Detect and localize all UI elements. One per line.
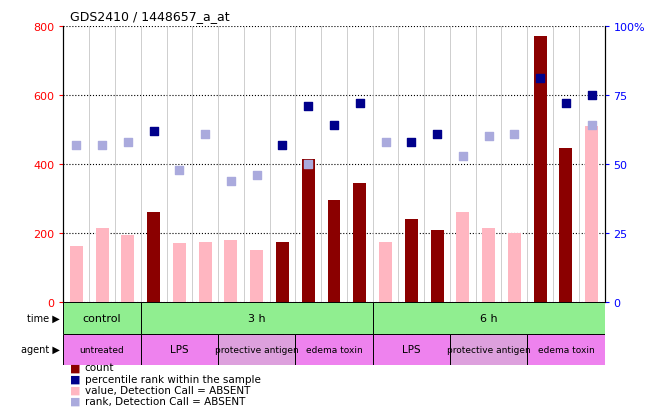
Text: GSM106407: GSM106407 — [510, 304, 519, 352]
Point — [71, 142, 81, 149]
Text: untreated: untreated — [79, 345, 124, 354]
Bar — [224, 240, 237, 302]
Bar — [456, 213, 469, 302]
Point — [432, 131, 442, 138]
Bar — [63, 302, 141, 334]
Point — [148, 128, 159, 135]
Bar — [508, 233, 521, 302]
Text: GSM106397: GSM106397 — [433, 304, 442, 352]
Bar — [276, 242, 289, 302]
Text: value, Detection Call = ABSENT: value, Detection Call = ABSENT — [85, 385, 250, 395]
Point — [303, 103, 313, 110]
Text: edema toxin: edema toxin — [538, 345, 595, 354]
Text: GSM106386: GSM106386 — [304, 304, 313, 352]
Bar — [70, 247, 83, 302]
Text: GSM106426: GSM106426 — [72, 304, 81, 352]
Point — [380, 139, 391, 146]
Point — [483, 134, 494, 140]
Text: LPS: LPS — [170, 344, 189, 355]
Bar — [122, 235, 134, 302]
Text: protective antigen: protective antigen — [215, 345, 299, 354]
Point — [122, 139, 133, 146]
Text: GSM106427: GSM106427 — [98, 304, 107, 352]
Text: GSM106393: GSM106393 — [175, 304, 184, 352]
Text: GSM106402: GSM106402 — [278, 304, 287, 352]
Text: LPS: LPS — [402, 344, 421, 355]
Bar — [63, 334, 141, 366]
Bar — [173, 244, 186, 302]
Bar — [527, 334, 605, 366]
Text: GSM106403: GSM106403 — [458, 304, 468, 352]
Bar — [96, 228, 109, 302]
Bar — [302, 159, 315, 302]
Text: edema toxin: edema toxin — [306, 345, 362, 354]
Text: rank, Detection Call = ABSENT: rank, Detection Call = ABSENT — [85, 396, 245, 406]
Point — [251, 172, 262, 179]
Bar — [431, 230, 444, 302]
Bar — [405, 220, 418, 302]
Text: GSM106389: GSM106389 — [536, 304, 544, 352]
Bar — [250, 251, 263, 302]
Point — [587, 93, 597, 99]
Bar — [141, 334, 218, 366]
Point — [174, 167, 185, 173]
Text: GSM106394: GSM106394 — [200, 304, 210, 352]
Point — [226, 178, 236, 185]
Text: agent ▶: agent ▶ — [21, 344, 60, 355]
Bar — [295, 334, 373, 366]
Bar — [141, 302, 373, 334]
Bar — [353, 183, 366, 302]
Point — [535, 76, 546, 83]
Text: GSM106396: GSM106396 — [407, 304, 415, 352]
Bar — [373, 302, 605, 334]
Point — [303, 161, 313, 168]
Bar — [559, 149, 572, 302]
Text: ■: ■ — [70, 363, 81, 373]
Point — [277, 142, 288, 149]
Text: ■: ■ — [70, 396, 81, 406]
Bar — [450, 334, 527, 366]
Bar — [218, 334, 295, 366]
Text: GSM106392: GSM106392 — [149, 304, 158, 352]
Text: GSM106391: GSM106391 — [587, 304, 596, 352]
Bar — [585, 127, 598, 302]
Text: ■: ■ — [70, 385, 81, 395]
Text: GSM106399: GSM106399 — [226, 304, 235, 352]
Bar — [147, 213, 160, 302]
Text: protective antigen: protective antigen — [447, 345, 530, 354]
Text: count: count — [85, 363, 114, 373]
Bar — [199, 242, 212, 302]
Text: GSM106388: GSM106388 — [355, 304, 364, 352]
Point — [509, 131, 520, 138]
Point — [355, 101, 365, 107]
Point — [458, 153, 468, 159]
Text: GSM106400: GSM106400 — [253, 304, 261, 352]
Text: GSM106428: GSM106428 — [124, 304, 132, 352]
Text: GSM106387: GSM106387 — [329, 304, 339, 352]
Point — [97, 142, 108, 149]
Text: GSM106390: GSM106390 — [561, 304, 570, 352]
Point — [587, 123, 597, 129]
Text: 6 h: 6 h — [480, 313, 498, 323]
Bar — [373, 334, 450, 366]
Text: control: control — [83, 313, 122, 323]
Text: GSM106395: GSM106395 — [381, 304, 390, 352]
Text: percentile rank within the sample: percentile rank within the sample — [85, 374, 261, 384]
Bar — [534, 37, 546, 302]
Bar — [482, 228, 495, 302]
Bar — [379, 242, 392, 302]
Text: GSM106405: GSM106405 — [484, 304, 493, 352]
Point — [560, 101, 571, 107]
Text: ■: ■ — [70, 374, 81, 384]
Point — [200, 131, 210, 138]
Text: time ▶: time ▶ — [27, 313, 60, 323]
Text: 3 h: 3 h — [248, 313, 265, 323]
Point — [329, 123, 339, 129]
Text: GDS2410 / 1448657_a_at: GDS2410 / 1448657_a_at — [70, 10, 230, 23]
Bar — [327, 201, 341, 302]
Point — [406, 139, 417, 146]
